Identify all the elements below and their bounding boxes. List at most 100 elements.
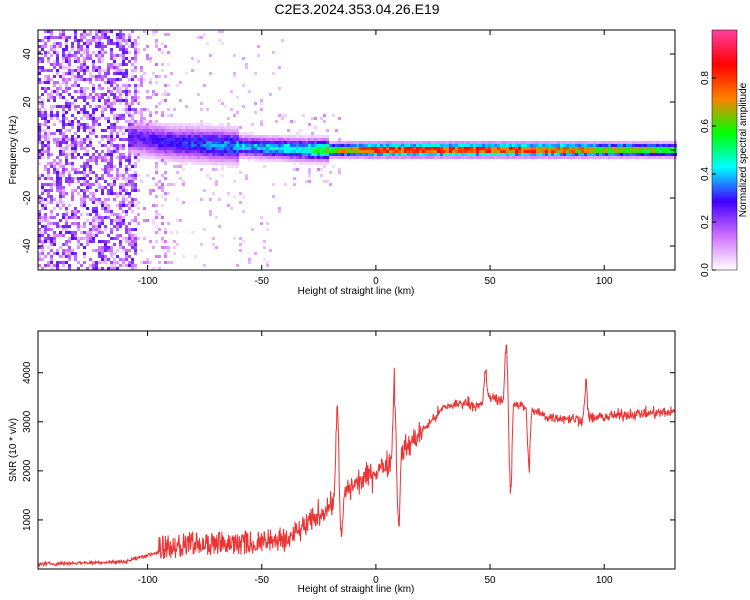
spectrogram-cell <box>44 135 47 138</box>
spectrogram-cell <box>59 93 62 96</box>
spectrogram-cell <box>116 222 119 225</box>
spectrogram-cell <box>230 162 233 165</box>
spectrogram-cell <box>176 138 179 141</box>
spectrogram-cell <box>437 150 440 153</box>
spectrogram-cell <box>302 159 305 162</box>
spectrogram-cell <box>452 153 455 156</box>
spectrogram-cell <box>347 153 350 156</box>
spectrogram-cell <box>140 66 143 69</box>
spectrogram-cell <box>302 156 305 159</box>
spectrogram-cell <box>125 264 128 267</box>
spectrogram-cell <box>218 138 221 141</box>
spectrogram-cell <box>392 141 395 144</box>
spectrogram-cell <box>104 36 107 39</box>
spectrogram-cell <box>296 132 299 135</box>
spectrogram-cell <box>71 69 74 72</box>
spectrogram-cell <box>197 123 200 126</box>
spectrogram-cell <box>464 156 467 159</box>
spectrogram-cell <box>65 192 68 195</box>
spectrogram-cell <box>50 195 53 198</box>
spectrogram-cell <box>44 120 47 123</box>
spectrogram-cell <box>65 123 68 126</box>
spectrogram-cell <box>398 153 401 156</box>
spectrogram-cell <box>83 96 86 99</box>
spectrogram-cell <box>185 135 188 138</box>
spectrogram-cell <box>95 213 98 216</box>
spectrogram-cell <box>83 60 86 63</box>
spectrogram-cell <box>371 153 374 156</box>
spectrogram-cell <box>56 138 59 141</box>
spectrogram-cell <box>641 153 644 156</box>
spectrogram-cell <box>272 153 275 156</box>
spectrogram-cell <box>227 129 230 132</box>
spectrogram-cell <box>425 150 428 153</box>
spectrogram-cell <box>659 147 662 150</box>
spectrogram-cell <box>191 141 194 144</box>
spectrogram-cell <box>131 186 134 189</box>
spectrogram-cell <box>125 171 128 174</box>
spectrogram-cell <box>47 225 50 228</box>
spectrogram-cell <box>278 147 281 150</box>
spectrogram-cell <box>395 147 398 150</box>
spectrogram-cell <box>191 153 194 156</box>
spectrogram-cell <box>221 144 224 147</box>
spectrogram-cell <box>140 180 143 183</box>
spectrogram-cell <box>167 249 170 252</box>
spectrogram-cell <box>83 36 86 39</box>
spectrogram-cell <box>641 141 644 144</box>
spectrogram-cell <box>206 156 209 159</box>
spectrogram-cell <box>227 123 230 126</box>
spectrogram-cell <box>581 144 584 147</box>
spectrogram-cell <box>179 81 182 84</box>
spectrogram-cell <box>56 36 59 39</box>
spectrogram-cell <box>557 156 560 159</box>
spectrogram-cell <box>158 48 161 51</box>
spectrogram-cell <box>122 174 125 177</box>
spectrogram-cell <box>230 165 233 168</box>
spectrogram-cell <box>89 165 92 168</box>
spectrogram-cell <box>176 135 179 138</box>
spectrogram-cell <box>146 132 149 135</box>
spectrogram-cell <box>101 252 104 255</box>
snr-y-axis-label: SNR (10 * v/v) <box>8 418 19 482</box>
spectrogram-cell <box>68 162 71 165</box>
spectrogram-cell <box>203 156 206 159</box>
spectrogram-cell <box>287 129 290 132</box>
spectrogram-cell <box>164 84 167 87</box>
spectrogram-cell <box>128 222 131 225</box>
spectrogram-cell <box>269 144 272 147</box>
spectrogram-cell <box>173 129 176 132</box>
spectrogram-cell <box>149 57 152 60</box>
spectrogram-cell <box>146 147 149 150</box>
spectrogram-cell <box>341 156 344 159</box>
spectrogram-cell <box>92 183 95 186</box>
spectrogram-cell <box>41 48 44 51</box>
spectrogram-cell <box>68 93 71 96</box>
spectrogram-cell <box>452 156 455 159</box>
spectrogram-cell <box>281 141 284 144</box>
spectrogram-cell <box>224 138 227 141</box>
spectrogram-cell <box>116 156 119 159</box>
spectrogram-cell <box>212 150 215 153</box>
spectrogram-cell <box>107 174 110 177</box>
spectrogram-cell <box>164 240 167 243</box>
spectrogram-cell <box>155 147 158 150</box>
spectrogram-cell <box>449 153 452 156</box>
spectrogram-cell <box>383 141 386 144</box>
spectrogram-cell <box>131 108 134 111</box>
spectrogram-cell <box>611 153 614 156</box>
spectrogram-cell <box>56 69 59 72</box>
spectrogram-cell <box>44 231 47 234</box>
spectrogram-cell <box>629 147 632 150</box>
spectrogram-cell <box>311 138 314 141</box>
spectrogram-cell <box>440 153 443 156</box>
spectrogram-cell <box>80 69 83 72</box>
spectrogram-cell <box>242 135 245 138</box>
spectrogram-cell <box>482 156 485 159</box>
spectrogram-cell <box>152 90 155 93</box>
spectrogram-cell <box>119 156 122 159</box>
spectrogram-cell <box>143 261 146 264</box>
spectrogram-cell <box>74 147 77 150</box>
spectrogram-cell <box>101 114 104 117</box>
